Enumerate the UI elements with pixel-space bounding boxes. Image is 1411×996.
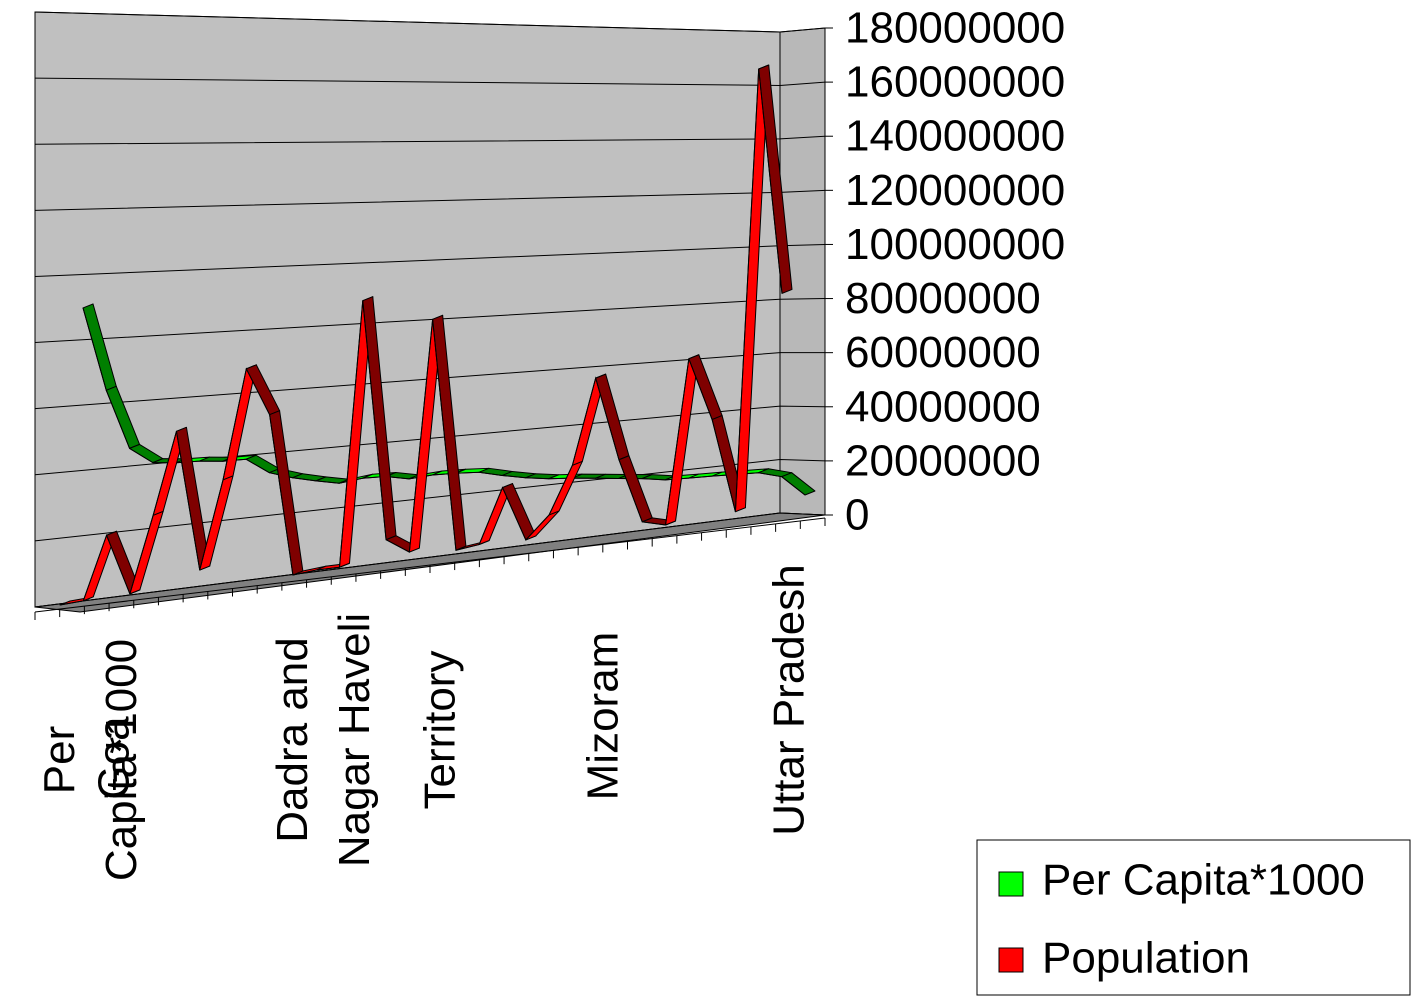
y-tick-label: 100000000 (845, 220, 1065, 269)
x-tick-label-line: Goa (89, 716, 138, 800)
x-tick-label-line: Mizoram (578, 632, 627, 801)
x-tick-label-line: Territory (415, 651, 464, 810)
series-line (59, 68, 783, 606)
x-tick-label: Goa (89, 716, 138, 800)
y-tick-label: 0 (845, 491, 869, 540)
x-tick-label-line: Nagar Haveli (329, 613, 378, 867)
series-line (82, 307, 806, 496)
y-tick-label: 60000000 (845, 328, 1041, 377)
y-tick-label: 120000000 (845, 166, 1065, 215)
grid-line (34, 11, 826, 33)
legend-label: Per Capita*1000 (1042, 856, 1365, 905)
y-tick-label: 20000000 (845, 436, 1041, 485)
x-tick-label-line: Uttar Pradesh (764, 564, 813, 835)
y-tick-label: 180000000 (845, 4, 1065, 53)
grid-line (34, 459, 826, 542)
legend-label: Population (1042, 934, 1250, 983)
grid-line (34, 512, 826, 608)
grid-line (34, 298, 826, 344)
legend (976, 839, 1411, 996)
grid-line (34, 352, 825, 410)
grid-line (34, 135, 826, 145)
grid-line (34, 77, 826, 86)
y-tick-label: 140000000 (845, 112, 1065, 161)
x-tick-label: Territory (415, 651, 464, 810)
x-tick-label-line: Per (35, 726, 84, 794)
x-tick-label-line: Dadra and (267, 637, 316, 842)
legend-swatch (998, 947, 1024, 973)
x-tick-label: Mizoram (578, 632, 627, 801)
x-tick-label-line: Capita*1000 (97, 639, 146, 881)
x-tick-label: Uttar Pradesh (764, 564, 813, 835)
x-tick-label: Per Capita*1000 (35, 639, 146, 881)
y-tick-label: 80000000 (845, 274, 1041, 323)
y-tick-label: 160000000 (845, 58, 1065, 107)
x-tick-label: Dadra and Nagar Haveli (267, 613, 378, 867)
y-tick-label: 40000000 (845, 382, 1041, 431)
legend-swatch (998, 871, 1024, 897)
